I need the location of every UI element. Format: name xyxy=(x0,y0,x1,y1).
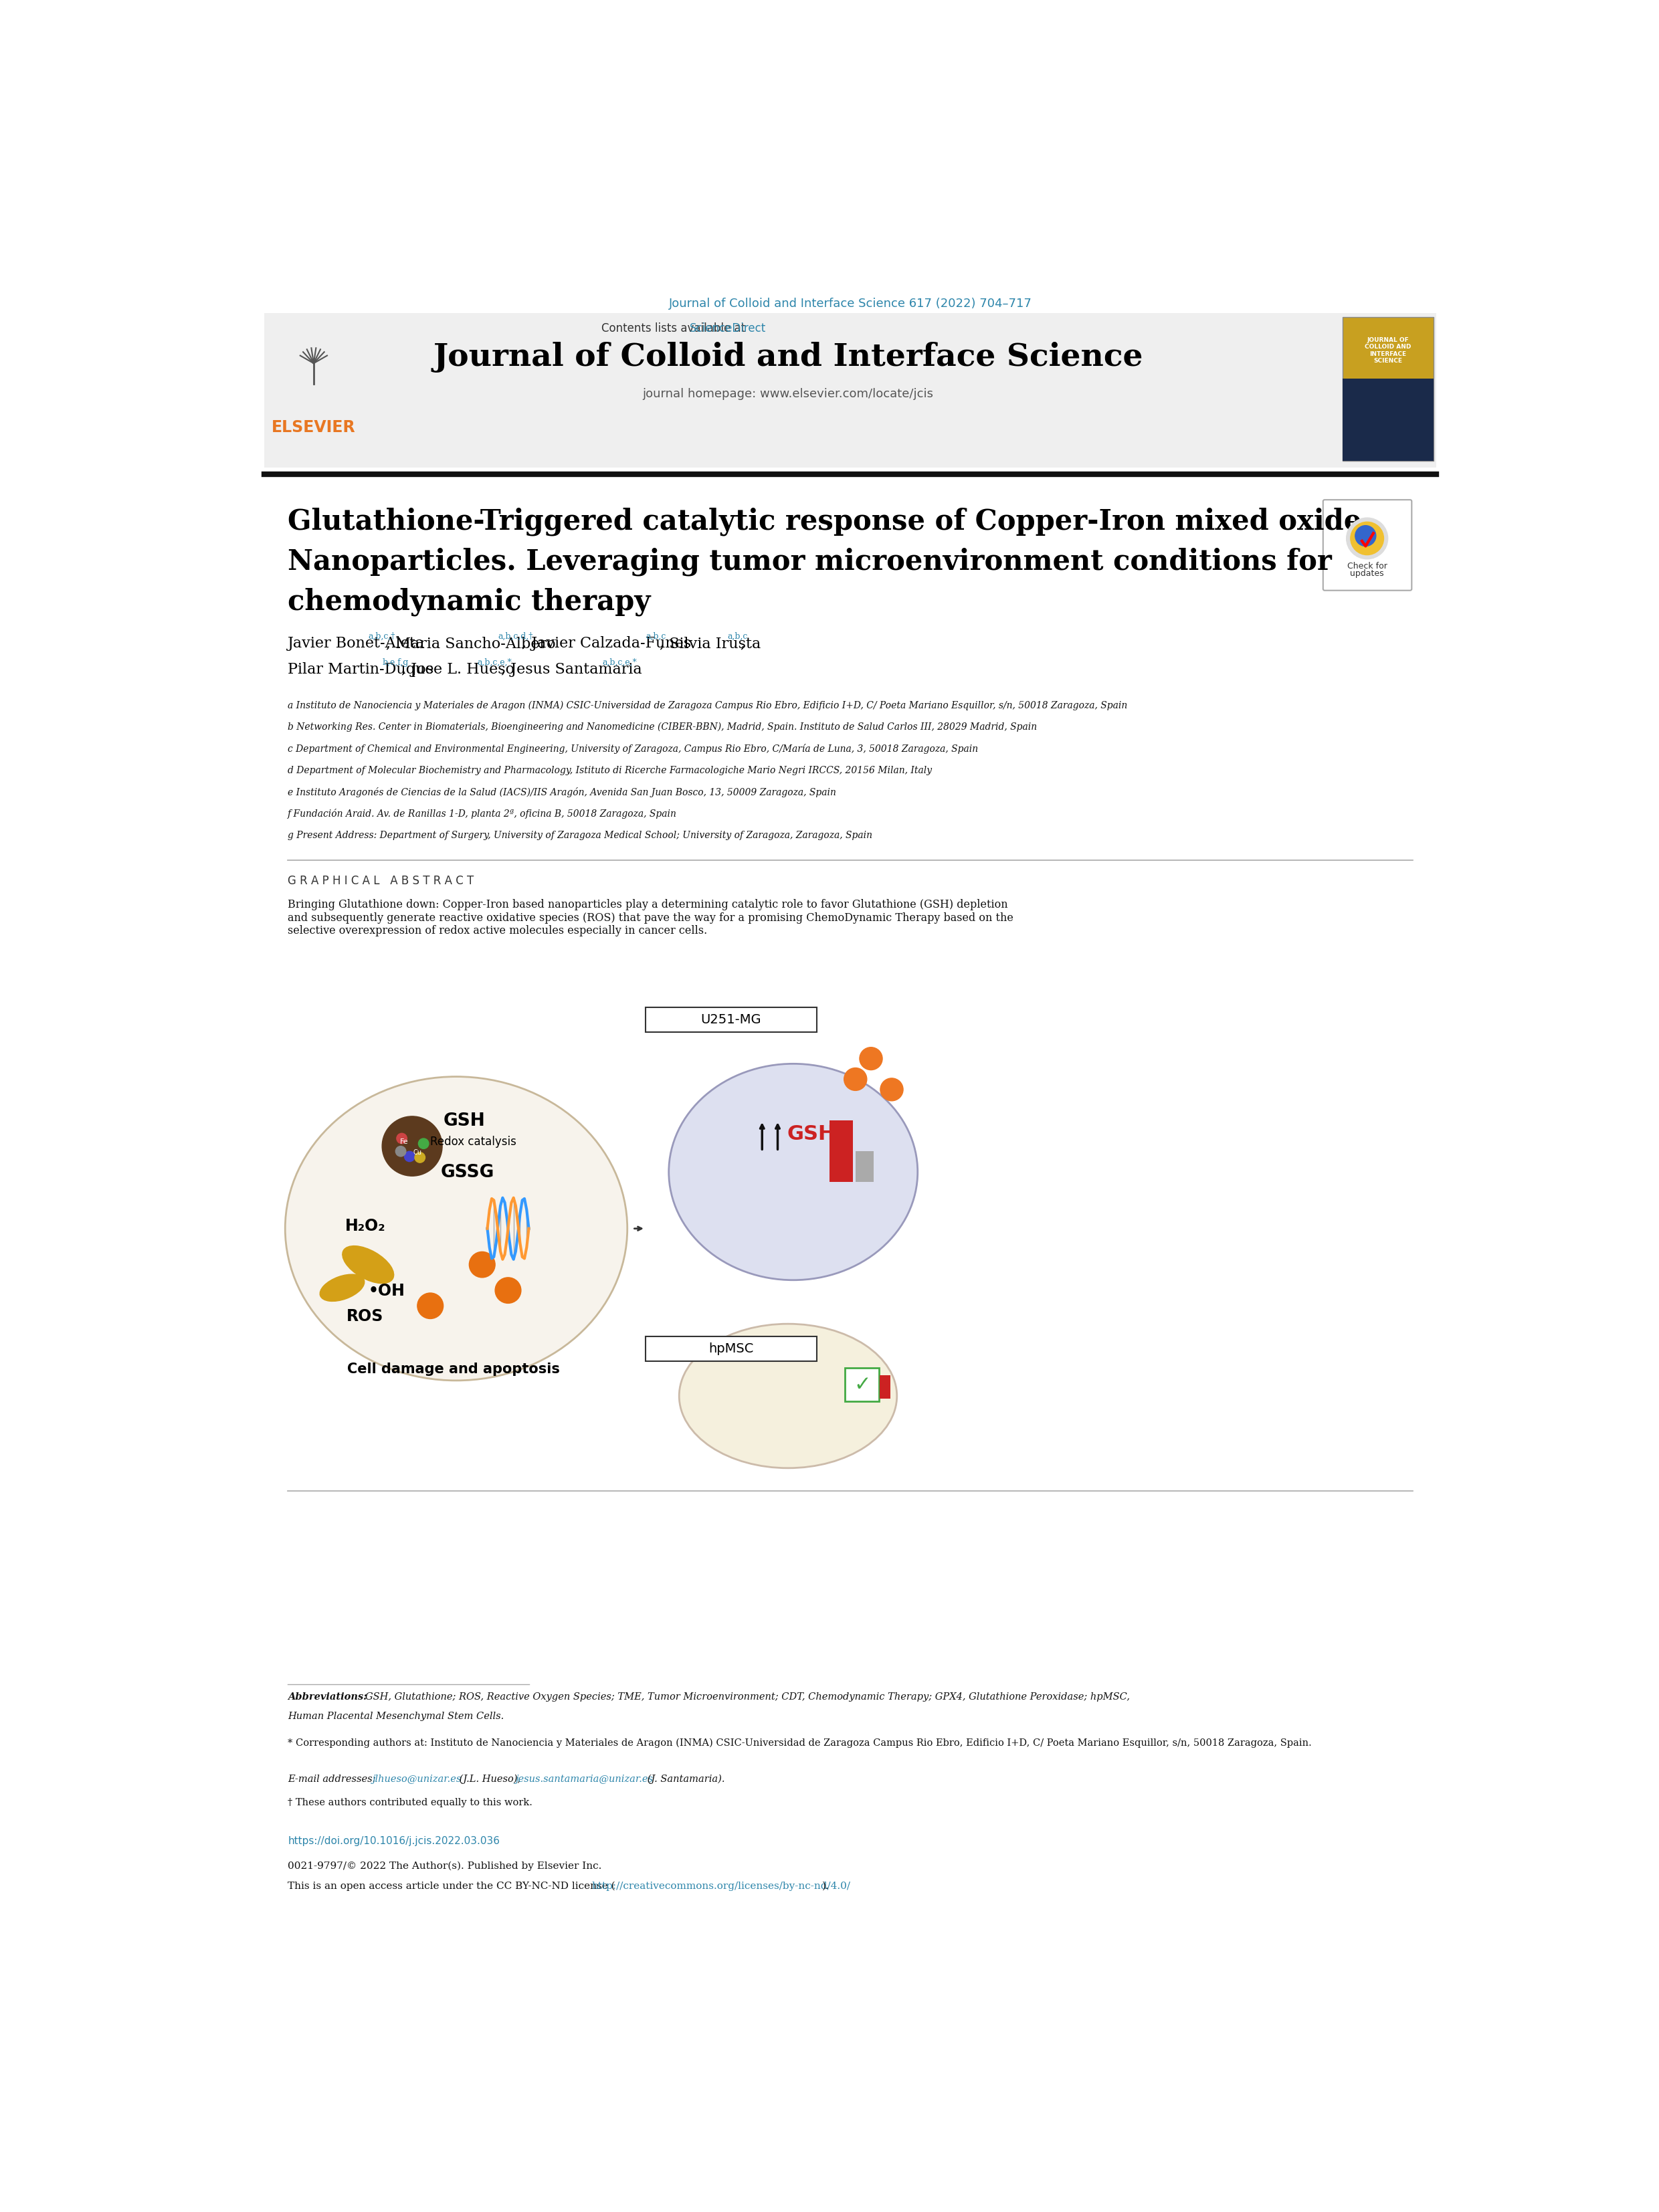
Ellipse shape xyxy=(669,1064,917,1281)
Text: journal homepage: www.elsevier.com/locate/jcis: journal homepage: www.elsevier.com/locat… xyxy=(642,387,934,400)
Text: 0021-9797/© 2022 The Author(s). Published by Elsevier Inc.: 0021-9797/© 2022 The Author(s). Publishe… xyxy=(287,1860,602,1871)
Text: Bringing Glutathione down: Copper-Iron based nanoparticles play a determining ca: Bringing Glutathione down: Copper-Iron b… xyxy=(287,898,1014,936)
Text: Journal of Colloid and Interface Science: Journal of Colloid and Interface Science xyxy=(433,341,1143,372)
Circle shape xyxy=(469,1252,494,1279)
Circle shape xyxy=(1350,522,1384,555)
Text: a,b,c: a,b,c xyxy=(727,633,748,641)
Text: a Instituto de Nanociencia y Materiales de Aragon (INMA) CSIC-Universidad de Zar: a Instituto de Nanociencia y Materiales … xyxy=(287,701,1128,710)
Circle shape xyxy=(405,1150,415,1161)
FancyBboxPatch shape xyxy=(645,1006,816,1031)
Text: (J.L. Hueso),: (J.L. Hueso), xyxy=(456,1774,524,1785)
Text: GSH: GSH xyxy=(786,1124,836,1144)
Text: a,b,c: a,b,c xyxy=(645,633,665,641)
Text: ,: , xyxy=(740,637,745,650)
Bar xyxy=(1342,378,1433,460)
Circle shape xyxy=(418,1139,428,1148)
Text: g Present Address: Department of Surgery, University of Zaragoza Medical School;: g Present Address: Department of Surgery… xyxy=(287,830,873,841)
Circle shape xyxy=(395,1146,406,1157)
Text: † These authors contributed equally to this work.: † These authors contributed equally to t… xyxy=(287,1798,533,1807)
Bar xyxy=(830,1121,853,1181)
Ellipse shape xyxy=(285,1077,627,1380)
Text: ScienceDirect: ScienceDirect xyxy=(690,323,766,334)
Text: GSH: GSH xyxy=(443,1113,484,1130)
Text: Journal of Colloid and Interface Science 617 (2022) 704–717: Journal of Colloid and Interface Science… xyxy=(669,296,1032,310)
Text: ROS: ROS xyxy=(347,1307,383,1325)
Text: Cell damage and apoptosis: Cell damage and apoptosis xyxy=(347,1363,561,1376)
Ellipse shape xyxy=(342,1245,393,1283)
Text: b,e,f,g: b,e,f,g xyxy=(383,657,410,666)
Text: , Jose L. Hueso: , Jose L. Hueso xyxy=(401,661,519,677)
Text: G R A P H I C A L   A B S T R A C T: G R A P H I C A L A B S T R A C T xyxy=(287,874,474,887)
Circle shape xyxy=(859,1046,883,1071)
Text: (J. Santamaria).: (J. Santamaria). xyxy=(644,1774,725,1785)
Text: a,b,c,d,†: a,b,c,d,† xyxy=(498,633,533,641)
Circle shape xyxy=(1347,518,1389,560)
Text: f Fundación Araid. Av. de Ranillas 1-D, planta 2ª, oficina B, 50018 Zaragoza, Sp: f Fundación Araid. Av. de Ranillas 1-D, … xyxy=(287,810,677,818)
Circle shape xyxy=(418,1294,443,1318)
Text: a,b,c,†: a,b,c,† xyxy=(368,633,395,641)
Text: , Maria Sancho-Albero: , Maria Sancho-Albero xyxy=(387,637,561,650)
Text: ELSEVIER: ELSEVIER xyxy=(272,420,355,436)
Text: b Networking Res. Center in Biomaterials, Bioengineering and Nanomedicine (CIBER: b Networking Res. Center in Biomaterials… xyxy=(287,723,1037,732)
Text: Check for: Check for xyxy=(1347,562,1387,571)
Bar xyxy=(264,312,1437,467)
Ellipse shape xyxy=(320,1274,365,1301)
Text: This is an open access article under the CC BY-NC-ND license (: This is an open access article under the… xyxy=(287,1882,615,1891)
Text: GSSG: GSSG xyxy=(441,1164,494,1181)
Text: Redox catalysis: Redox catalysis xyxy=(430,1135,516,1148)
Text: jesus.santamaria@unizar.es: jesus.santamaria@unizar.es xyxy=(516,1774,654,1783)
Text: hpMSC: hpMSC xyxy=(708,1343,753,1356)
Bar xyxy=(844,1367,879,1400)
Text: GSH, Glutathione; ROS, Reactive Oxygen Species; TME, Tumor Microenvironment; CDT: GSH, Glutathione; ROS, Reactive Oxygen S… xyxy=(365,1692,1130,1701)
FancyBboxPatch shape xyxy=(645,1336,816,1360)
Text: JOURNAL OF
COLLOID AND
INTERFACE
SCIENCE: JOURNAL OF COLLOID AND INTERFACE SCIENCE xyxy=(1365,336,1412,363)
Text: , Javier Calzada-Funes: , Javier Calzada-Funes xyxy=(521,637,695,650)
Text: Glutathione-Triggered catalytic response of Copper-Iron mixed oxide: Glutathione-Triggered catalytic response… xyxy=(287,507,1362,535)
Text: H₂O₂: H₂O₂ xyxy=(345,1219,385,1234)
Text: a,b,c,e,*: a,b,c,e,* xyxy=(478,657,511,666)
Text: , Jesus Santamaria: , Jesus Santamaria xyxy=(501,661,647,677)
Text: d Department of Molecular Biochemistry and Pharmacology, Istituto di Ricerche Fa: d Department of Molecular Biochemistry a… xyxy=(287,765,932,774)
Text: Pilar Martin-Duque: Pilar Martin-Duque xyxy=(287,661,438,677)
Text: Human Placental Mesenchymal Stem Cells.: Human Placental Mesenchymal Stem Cells. xyxy=(287,1712,504,1721)
Text: ✓: ✓ xyxy=(854,1376,871,1394)
Text: http://creativecommons.org/licenses/by-nc-nd/4.0/: http://creativecommons.org/licenses/by-n… xyxy=(592,1882,851,1891)
FancyBboxPatch shape xyxy=(1324,500,1412,591)
Text: a,b,c,e,*: a,b,c,e,* xyxy=(602,657,637,666)
Circle shape xyxy=(1355,526,1375,546)
Circle shape xyxy=(382,1117,443,1177)
Text: chemodynamic therapy: chemodynamic therapy xyxy=(287,588,650,617)
Text: updates: updates xyxy=(1350,568,1384,577)
Text: ).: ). xyxy=(821,1882,830,1891)
Text: Cu: Cu xyxy=(413,1148,421,1155)
Text: Javier Bonet-Aleta: Javier Bonet-Aleta xyxy=(287,637,430,650)
Text: Abbreviations:: Abbreviations: xyxy=(287,1692,370,1701)
Bar xyxy=(1342,316,1433,460)
Text: U251-MG: U251-MG xyxy=(700,1013,761,1026)
Circle shape xyxy=(415,1152,425,1164)
Text: e Instituto Aragonés de Ciencias de la Salud (IACS)/IIS Aragón, Avenida San Juan: e Instituto Aragonés de Ciencias de la S… xyxy=(287,787,836,796)
Text: https://doi.org/10.1016/j.jcis.2022.03.036: https://doi.org/10.1016/j.jcis.2022.03.0… xyxy=(287,1836,499,1847)
Text: Contents lists available at: Contents lists available at xyxy=(601,323,748,334)
Text: Nanoparticles. Leveraging tumor microenvironment conditions for: Nanoparticles. Leveraging tumor microenv… xyxy=(287,549,1332,575)
Text: * Corresponding authors at: Instituto de Nanociencia y Materiales de Aragon (INM: * Corresponding authors at: Instituto de… xyxy=(287,1739,1312,1747)
Text: E-mail addresses:: E-mail addresses: xyxy=(287,1774,378,1783)
Circle shape xyxy=(844,1068,866,1091)
Text: Fe: Fe xyxy=(400,1139,408,1146)
Circle shape xyxy=(881,1077,902,1102)
Text: •OH: •OH xyxy=(368,1283,405,1298)
Text: c Department of Chemical and Environmental Engineering, University of Zaragoza, : c Department of Chemical and Environment… xyxy=(287,743,979,754)
Circle shape xyxy=(397,1133,406,1144)
Text: , Silvia Irusta: , Silvia Irusta xyxy=(660,637,765,650)
Ellipse shape xyxy=(679,1323,898,1469)
Circle shape xyxy=(494,1279,521,1303)
Bar xyxy=(879,1376,891,1398)
Bar xyxy=(856,1150,874,1181)
Text: jlhueso@unizar.es: jlhueso@unizar.es xyxy=(372,1774,461,1783)
